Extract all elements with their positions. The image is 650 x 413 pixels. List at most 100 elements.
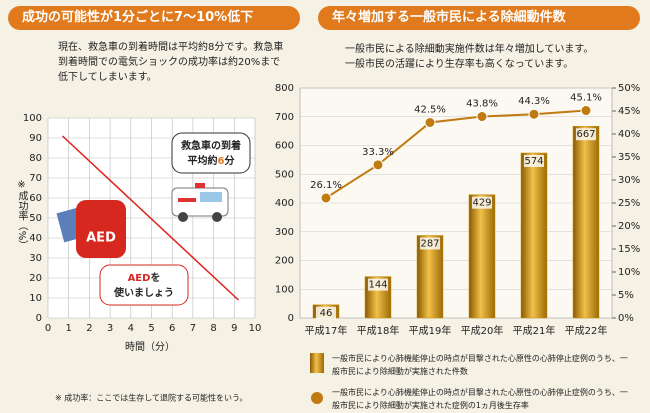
bar-label: 287 xyxy=(420,238,439,249)
point xyxy=(424,117,436,128)
footnote: ※ 成功率：ここでは生存して退院する可能性をいう。 xyxy=(55,393,248,403)
bar xyxy=(520,152,548,319)
aed-label: AED xyxy=(86,231,116,246)
point xyxy=(580,105,592,117)
y-tick-label: 90 xyxy=(29,133,42,144)
ambulance-bubble xyxy=(171,132,251,174)
x-tick-label: 平成19年 xyxy=(409,324,452,337)
bar-label: 574 xyxy=(524,156,543,167)
aed-bubble xyxy=(99,264,189,306)
x-tick-label: 6 xyxy=(169,323,175,334)
right-title: 年々増加する一般市民による除細動件数 xyxy=(318,6,640,30)
legend-text: 一般市民により心肺機能停止の時点が目撃された心原性の心肺停止症例のうち、一般市民… xyxy=(332,388,628,410)
point-label: 33.3% xyxy=(362,147,394,158)
aed-device xyxy=(76,200,126,258)
x-tick-label: 1 xyxy=(66,323,72,334)
left-subtitle: 現在、救急車の到着時間は平均約8分です。救急車到着時間での電気ショックの成功率は… xyxy=(58,42,284,83)
y-tick-label: 40 xyxy=(29,233,42,244)
point-label: 26.1% xyxy=(310,180,342,191)
label-bg xyxy=(316,306,336,319)
y-tick-label: 80 xyxy=(29,153,42,164)
ambulance-text: 平均約6分 xyxy=(188,154,235,167)
y-tick-label: 30 xyxy=(29,253,42,264)
label-bg xyxy=(420,237,440,250)
legend-swatch xyxy=(310,353,324,373)
point-label: 44.3% xyxy=(518,96,550,107)
ambulance-text: 救急車の到着 xyxy=(181,139,241,152)
x-tick-label: 9 xyxy=(231,323,237,334)
y2-tick-label: 35% xyxy=(618,152,640,163)
point-label: 45.1% xyxy=(570,93,602,104)
y-tick-label: 60 xyxy=(29,193,42,204)
aed-text: AEDを xyxy=(128,272,161,284)
line xyxy=(61,135,239,301)
y-tick-label: 70 xyxy=(29,173,42,184)
label-bg xyxy=(472,196,492,209)
right-subtitle: 一般市民の活躍により生存率も高くなっています。 xyxy=(345,59,574,70)
x-tick-label: 8 xyxy=(210,323,216,334)
point xyxy=(528,108,540,120)
text: AED xyxy=(128,273,151,284)
left-title: 成功の可能性が1分ごとに7～10%低下 xyxy=(8,6,300,30)
right-subtitle: 一般市民による除細動実施件数は年々増加しています。 xyxy=(345,44,594,55)
text: 分 xyxy=(224,154,234,167)
bar xyxy=(572,125,600,319)
y2-tick-label: 50% xyxy=(618,83,640,94)
y-tick-label: 700 xyxy=(275,112,294,123)
bar xyxy=(468,194,496,319)
x-tick-label: 5 xyxy=(148,323,154,334)
y-tick-label: 100 xyxy=(23,113,42,124)
y-tick-label: 600 xyxy=(275,141,294,152)
y-tick-label: 20 xyxy=(29,273,42,284)
x-tick-label: 平成21年 xyxy=(513,324,556,337)
bar-label: 144 xyxy=(368,280,387,291)
aed-text: 使いましょう xyxy=(113,286,174,299)
bar-label: 667 xyxy=(576,129,595,140)
y-tick-label: 300 xyxy=(275,227,294,238)
y2-tick-label: 0% xyxy=(618,313,634,324)
x-tick-label: 平成18年 xyxy=(357,324,400,337)
y2-tick-label: 20% xyxy=(618,221,640,232)
x-tick-label: 0 xyxy=(45,323,51,334)
legend-text: 一般市民により心肺機能停止の時点が目撃された心原性の心肺停止症例のうち、一般市民… xyxy=(332,354,628,376)
x-tick-label: 3 xyxy=(107,323,113,334)
y-tick-label: 100 xyxy=(275,284,294,295)
point xyxy=(320,192,332,204)
y2-tick-label: 10% xyxy=(618,267,640,278)
y-tick-label: 200 xyxy=(275,256,294,267)
label-bg xyxy=(576,128,596,141)
y-tick-label: 10 xyxy=(29,293,42,304)
y2-tick-label: 15% xyxy=(618,244,640,255)
label-bg xyxy=(524,154,544,167)
y-tick-label: 800 xyxy=(275,83,294,94)
bar-label: 429 xyxy=(472,198,491,209)
x-tick-label: 2 xyxy=(86,323,92,334)
legend-swatch xyxy=(311,392,323,404)
point xyxy=(476,111,488,123)
ambulance xyxy=(171,183,229,222)
x-tick-label: 平成22年 xyxy=(565,324,608,337)
bar-label: 46 xyxy=(320,308,333,319)
x-axis-label: 時間（分） xyxy=(125,341,175,353)
y-tick-label: 50 xyxy=(29,213,42,224)
point-label: 42.5% xyxy=(414,105,446,116)
x-tick-label: 10 xyxy=(249,323,262,334)
y-tick-label: 400 xyxy=(275,198,294,209)
text: を xyxy=(150,272,160,284)
y2-tick-label: 45% xyxy=(618,106,640,117)
x-tick-label: 7 xyxy=(190,323,196,334)
y2-tick-label: 25% xyxy=(618,198,640,209)
line xyxy=(325,109,587,199)
label-bg xyxy=(368,278,388,291)
y-axis-label: ※成功率（%） xyxy=(16,180,28,251)
y-tick-label: 500 xyxy=(275,169,294,180)
y-tick-label: 0 xyxy=(288,313,294,324)
y2-tick-label: 40% xyxy=(618,129,640,140)
text: 6 xyxy=(218,156,225,167)
x-tick-label: 平成20年 xyxy=(461,324,504,337)
y2-tick-label: 5% xyxy=(618,290,634,301)
point xyxy=(372,159,384,171)
y2-tick-label: 30% xyxy=(618,175,640,186)
